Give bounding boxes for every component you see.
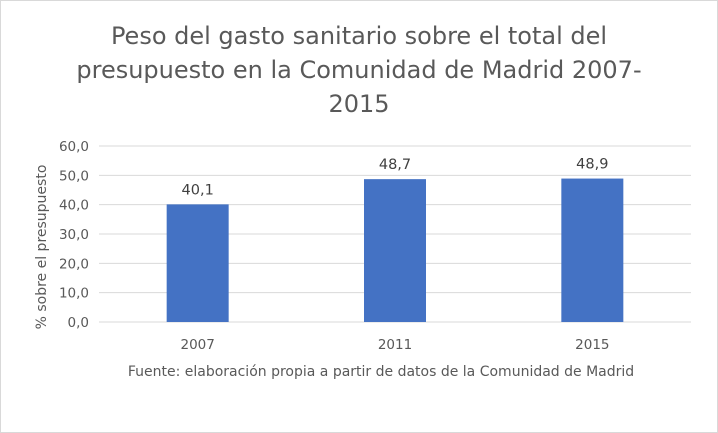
bars: [166, 178, 624, 322]
y-tick-label: 10,0: [59, 286, 89, 302]
y-tick-label: 40,0: [59, 198, 89, 214]
bar: [561, 178, 624, 322]
x-tick-label: 2007: [180, 337, 214, 353]
y-axis-title: % sobre el presupuesto: [34, 165, 50, 330]
x-tick-label: 2011: [378, 337, 412, 353]
y-tick-label: 50,0: [59, 168, 89, 184]
y-tick-label: 20,0: [59, 256, 89, 272]
chart-source-note: Fuente: elaboración propia a partir de d…: [127, 364, 635, 380]
bar: [166, 204, 229, 322]
data-label: 48,9: [576, 157, 608, 173]
x-tick-label: 2015: [575, 337, 609, 353]
x-axis-ticks: 2007 2011 2015: [180, 337, 609, 353]
chart-title: Peso del gasto sanitario sobre el total …: [76, 22, 642, 118]
y-tick-label: 30,0: [59, 227, 89, 243]
y-tick-label: 60,0: [59, 139, 89, 155]
bar: [364, 179, 426, 322]
y-axis-ticks: 0,0 10,0 20,0 30,0 40,0 50,0 60,0: [59, 139, 89, 331]
data-label: 48,7: [379, 157, 411, 173]
data-label: 40,1: [182, 182, 214, 198]
data-labels: 40,1 48,7 48,9: [182, 157, 609, 199]
y-tick-label: 0,0: [68, 315, 89, 331]
